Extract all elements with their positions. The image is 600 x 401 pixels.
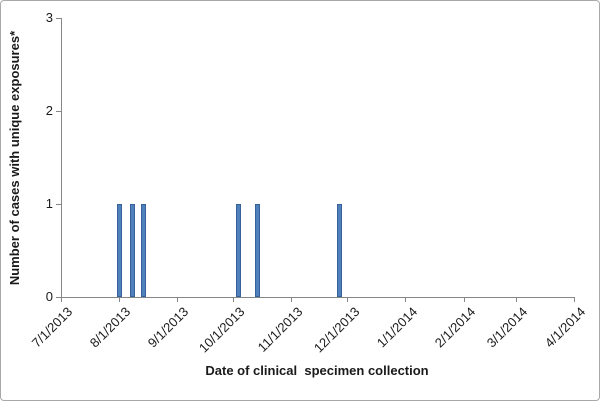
bar [129, 204, 135, 297]
x-tick-label: 2/1/2014 [431, 304, 479, 351]
x-tick-mark [515, 298, 517, 302]
x-tick-mark [347, 298, 349, 302]
x-axis-title: Date of clinical specimen collection [205, 363, 429, 378]
x-tick-mark [61, 298, 62, 302]
x-tick-label: 8/1/2013 [87, 304, 134, 351]
y-tick-mark [56, 297, 61, 298]
y-tick-mark [56, 204, 61, 205]
x-tick-label: 11/1/2013 [255, 304, 306, 355]
x-tick-label: 10/1/2013 [196, 304, 248, 356]
x-tick-mark [119, 298, 121, 302]
x-tick-mark [233, 298, 235, 302]
y-tick-label: 3 [45, 10, 53, 25]
bar [140, 204, 146, 297]
bar [337, 204, 343, 297]
plot-area [61, 18, 575, 298]
y-tick-label: 1 [45, 196, 53, 211]
y-tick-label: 2 [45, 103, 53, 118]
x-tick-label: 3/1/2014 [484, 304, 531, 351]
bar [255, 204, 261, 297]
bar [236, 204, 242, 297]
x-tick-mark [291, 298, 293, 302]
x-tick-mark [405, 298, 407, 302]
x-tick-label: 7/1/2013 [29, 304, 76, 351]
y-axis-title: Number of cases with unique exposures* [7, 30, 22, 286]
x-tick-label: 1/1/2014 [373, 304, 421, 351]
y-tick-mark [56, 18, 61, 19]
x-tick-label: 4/1/2014 [542, 304, 589, 351]
x-tick-mark [574, 298, 575, 302]
x-tick-mark [463, 298, 465, 302]
x-tick-label: 9/1/2013 [145, 304, 192, 351]
x-tick-label: 12/1/2013 [310, 304, 363, 356]
x-tick-mark [177, 298, 179, 302]
y-tick-mark [56, 111, 61, 112]
bar [116, 204, 122, 297]
y-tick-label: 0 [45, 289, 53, 304]
